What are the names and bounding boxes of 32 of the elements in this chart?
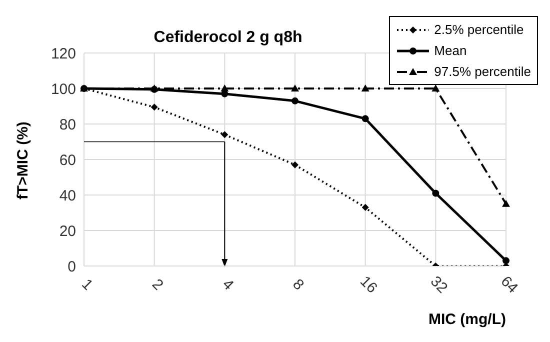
point [150, 104, 158, 111]
x-tick-label: 4 [218, 276, 237, 294]
x-tick-label: 64 [497, 272, 522, 297]
x-tick-label: 16 [356, 272, 380, 297]
point [361, 84, 370, 92]
y-tick-label: 20 [59, 222, 76, 240]
x-tick-label: 1 [78, 276, 96, 294]
point [502, 257, 510, 264]
y-tick-label: 0 [68, 258, 76, 276]
point [292, 161, 298, 168]
point [362, 204, 369, 211]
y-axis-title: fT>MIC (%) [14, 122, 32, 200]
chart-title: Cefiderocol 2 g q8h [154, 29, 302, 46]
legend-label: Mean [434, 43, 467, 58]
x-tick-label: 8 [289, 276, 308, 294]
point [291, 84, 299, 92]
legend-label: 2.5% percentile [434, 22, 524, 37]
point [221, 131, 228, 138]
point [362, 115, 369, 122]
y-tick-label: 60 [59, 152, 76, 169]
point [292, 97, 298, 104]
point [432, 84, 440, 92]
y-tick-label: 120 [50, 45, 76, 62]
x-axis-title: MIC (mg/L) [428, 311, 506, 328]
legend-label: 97.5% percentile [434, 64, 531, 79]
x-tick-label: 32 [426, 272, 451, 297]
point [432, 190, 440, 197]
y-tick-label: 80 [59, 116, 76, 134]
y-tick-label: 100 [50, 80, 76, 98]
x-tick-label: 2 [148, 276, 166, 294]
y-tick-label: 40 [59, 187, 76, 204]
point [502, 200, 510, 207]
